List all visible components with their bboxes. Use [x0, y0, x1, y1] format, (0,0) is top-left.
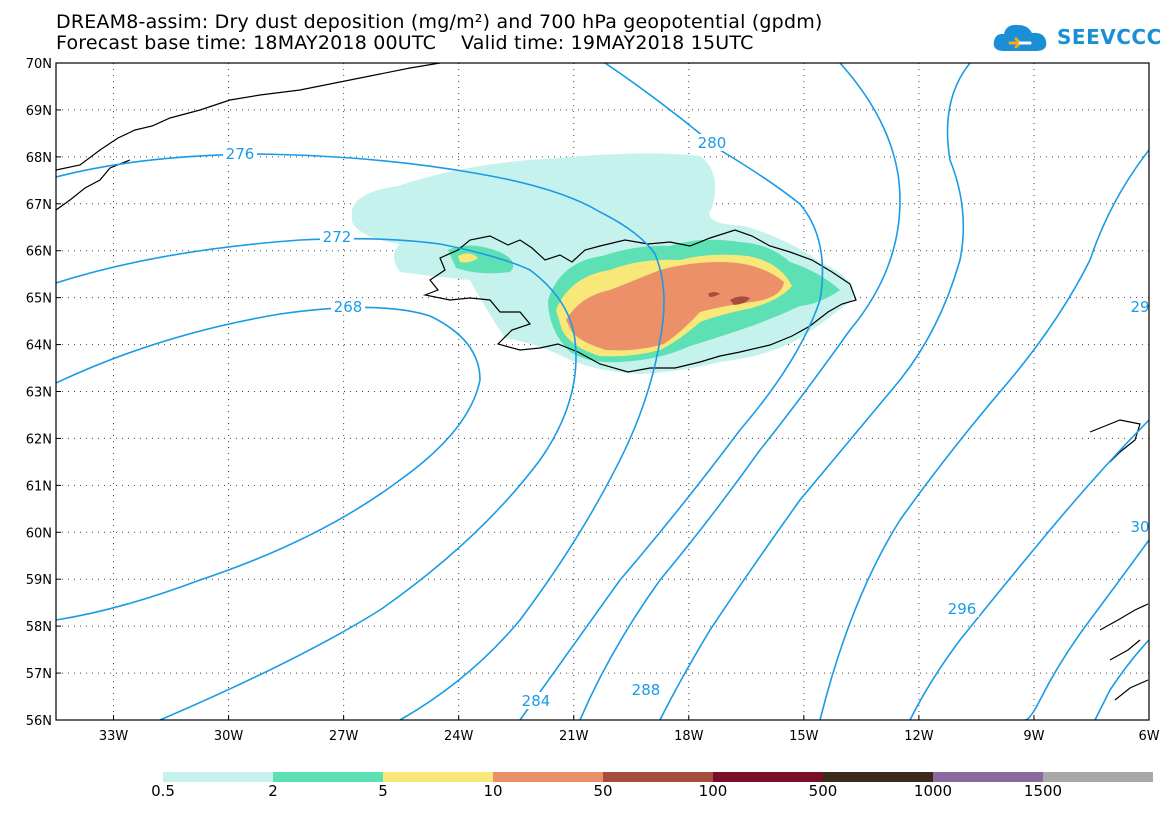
lat-tick-label: 70N: [26, 57, 52, 72]
contour-label: 296: [948, 600, 977, 618]
logo-text: SEEVCCC: [1057, 25, 1162, 49]
lon-tick-label: 15W: [789, 729, 819, 744]
lon-tick-label: 21W: [559, 729, 589, 744]
contour-label: 30: [1130, 518, 1149, 536]
contour-label: 288: [632, 681, 661, 699]
lon-tick-label: 24W: [444, 729, 474, 744]
dust-shading: [352, 153, 854, 374]
contour-label-bg: [223, 145, 257, 162]
dust-level-5b: [458, 253, 478, 263]
contour-label: 268: [334, 298, 363, 316]
colorbar-label: 500: [808, 782, 838, 800]
contour-304: [1094, 639, 1149, 720]
dust-level-10: [566, 262, 784, 351]
contour-label: 29: [1130, 298, 1149, 316]
lat-tick-label: 65N: [26, 292, 52, 307]
contour-label: 280: [698, 134, 727, 152]
contour-288: [659, 63, 971, 720]
lat-tick-label: 57N: [26, 667, 52, 682]
lat-tick-label: 69N: [26, 104, 52, 119]
colorbar-swatch: [1043, 772, 1153, 782]
contour-label: 272: [323, 228, 352, 246]
contour-label-bg: [320, 228, 354, 245]
colorbar-swatch: [823, 772, 933, 782]
lat-tick-label: 56N: [26, 714, 52, 729]
lon-tick-label: 27W: [329, 729, 359, 744]
contour-292: [819, 149, 1149, 720]
contour-300: [1024, 539, 1149, 720]
contour-label: 284: [522, 692, 551, 710]
contour-label-bg: [519, 692, 553, 709]
colorbar-label: 10: [483, 782, 503, 800]
contour-296: [909, 419, 1149, 720]
lat-tick-label: 63N: [26, 386, 52, 401]
colorbar-label: 5: [378, 782, 388, 800]
colorbar-swatch: [163, 772, 273, 782]
map-title: DREAM8-assim: Dry dust deposition (mg/m²…: [56, 11, 823, 33]
colorbar-swatch: [273, 772, 383, 782]
contour-label-bg: [629, 681, 663, 698]
lon-tick-label: 9W: [1023, 729, 1044, 744]
contour-label-bg: [945, 600, 979, 617]
lon-tick-label: 30W: [214, 729, 244, 744]
colorbar-swatch: [493, 772, 603, 782]
contour-276: [56, 153, 665, 720]
lat-tick-label: 64N: [26, 339, 52, 354]
colorbar-label: 50: [593, 782, 613, 800]
greenland-coast: [56, 63, 441, 211]
scotland-coast: [1089, 419, 1149, 701]
colorbar-label: 0.5: [151, 782, 175, 800]
lon-tick-label: 12W: [904, 729, 934, 744]
contour-label: 276: [226, 145, 255, 163]
lat-tick-label: 61N: [26, 479, 52, 494]
contour-268: [56, 306, 481, 621]
colorbar: [163, 772, 1153, 782]
colorbar-swatch: [603, 772, 713, 782]
contour-272: [56, 237, 577, 720]
lat-tick-label: 59N: [26, 573, 52, 588]
lon-tick-label: 33W: [99, 729, 129, 744]
colorbar-swatch: [383, 772, 493, 782]
colorbar-swatch: [933, 772, 1043, 782]
lat-tick-label: 67N: [26, 198, 52, 213]
contour-284: [579, 63, 901, 720]
dust-level-2b: [448, 245, 514, 274]
colorbar-label: 2: [268, 782, 278, 800]
colorbar-label: 1500: [1023, 782, 1063, 800]
colorbar-label: 1000: [913, 782, 953, 800]
lon-tick-label: 6W: [1138, 729, 1159, 744]
lon-tick-label: 18W: [674, 729, 704, 744]
contour-label-bg: [331, 298, 365, 315]
colorbar-swatch: [713, 772, 823, 782]
cloud-icon: [993, 24, 1047, 51]
lat-tick-label: 66N: [26, 245, 52, 260]
iceland-coast: [422, 229, 857, 373]
lat-tick-label: 68N: [26, 151, 52, 166]
dust-level-50b: [708, 292, 720, 297]
map-subtitle: Forecast base time: 18MAY2018 00UTC Vali…: [56, 32, 754, 54]
colorbar-label: 100: [698, 782, 728, 800]
lat-tick-label: 60N: [26, 526, 52, 541]
dust-level-50: [730, 296, 750, 305]
coastlines: [56, 63, 1149, 701]
lat-tick-label: 62N: [26, 432, 52, 447]
lat-tick-label: 58N: [26, 620, 52, 635]
contour-label-bg: [695, 134, 729, 151]
